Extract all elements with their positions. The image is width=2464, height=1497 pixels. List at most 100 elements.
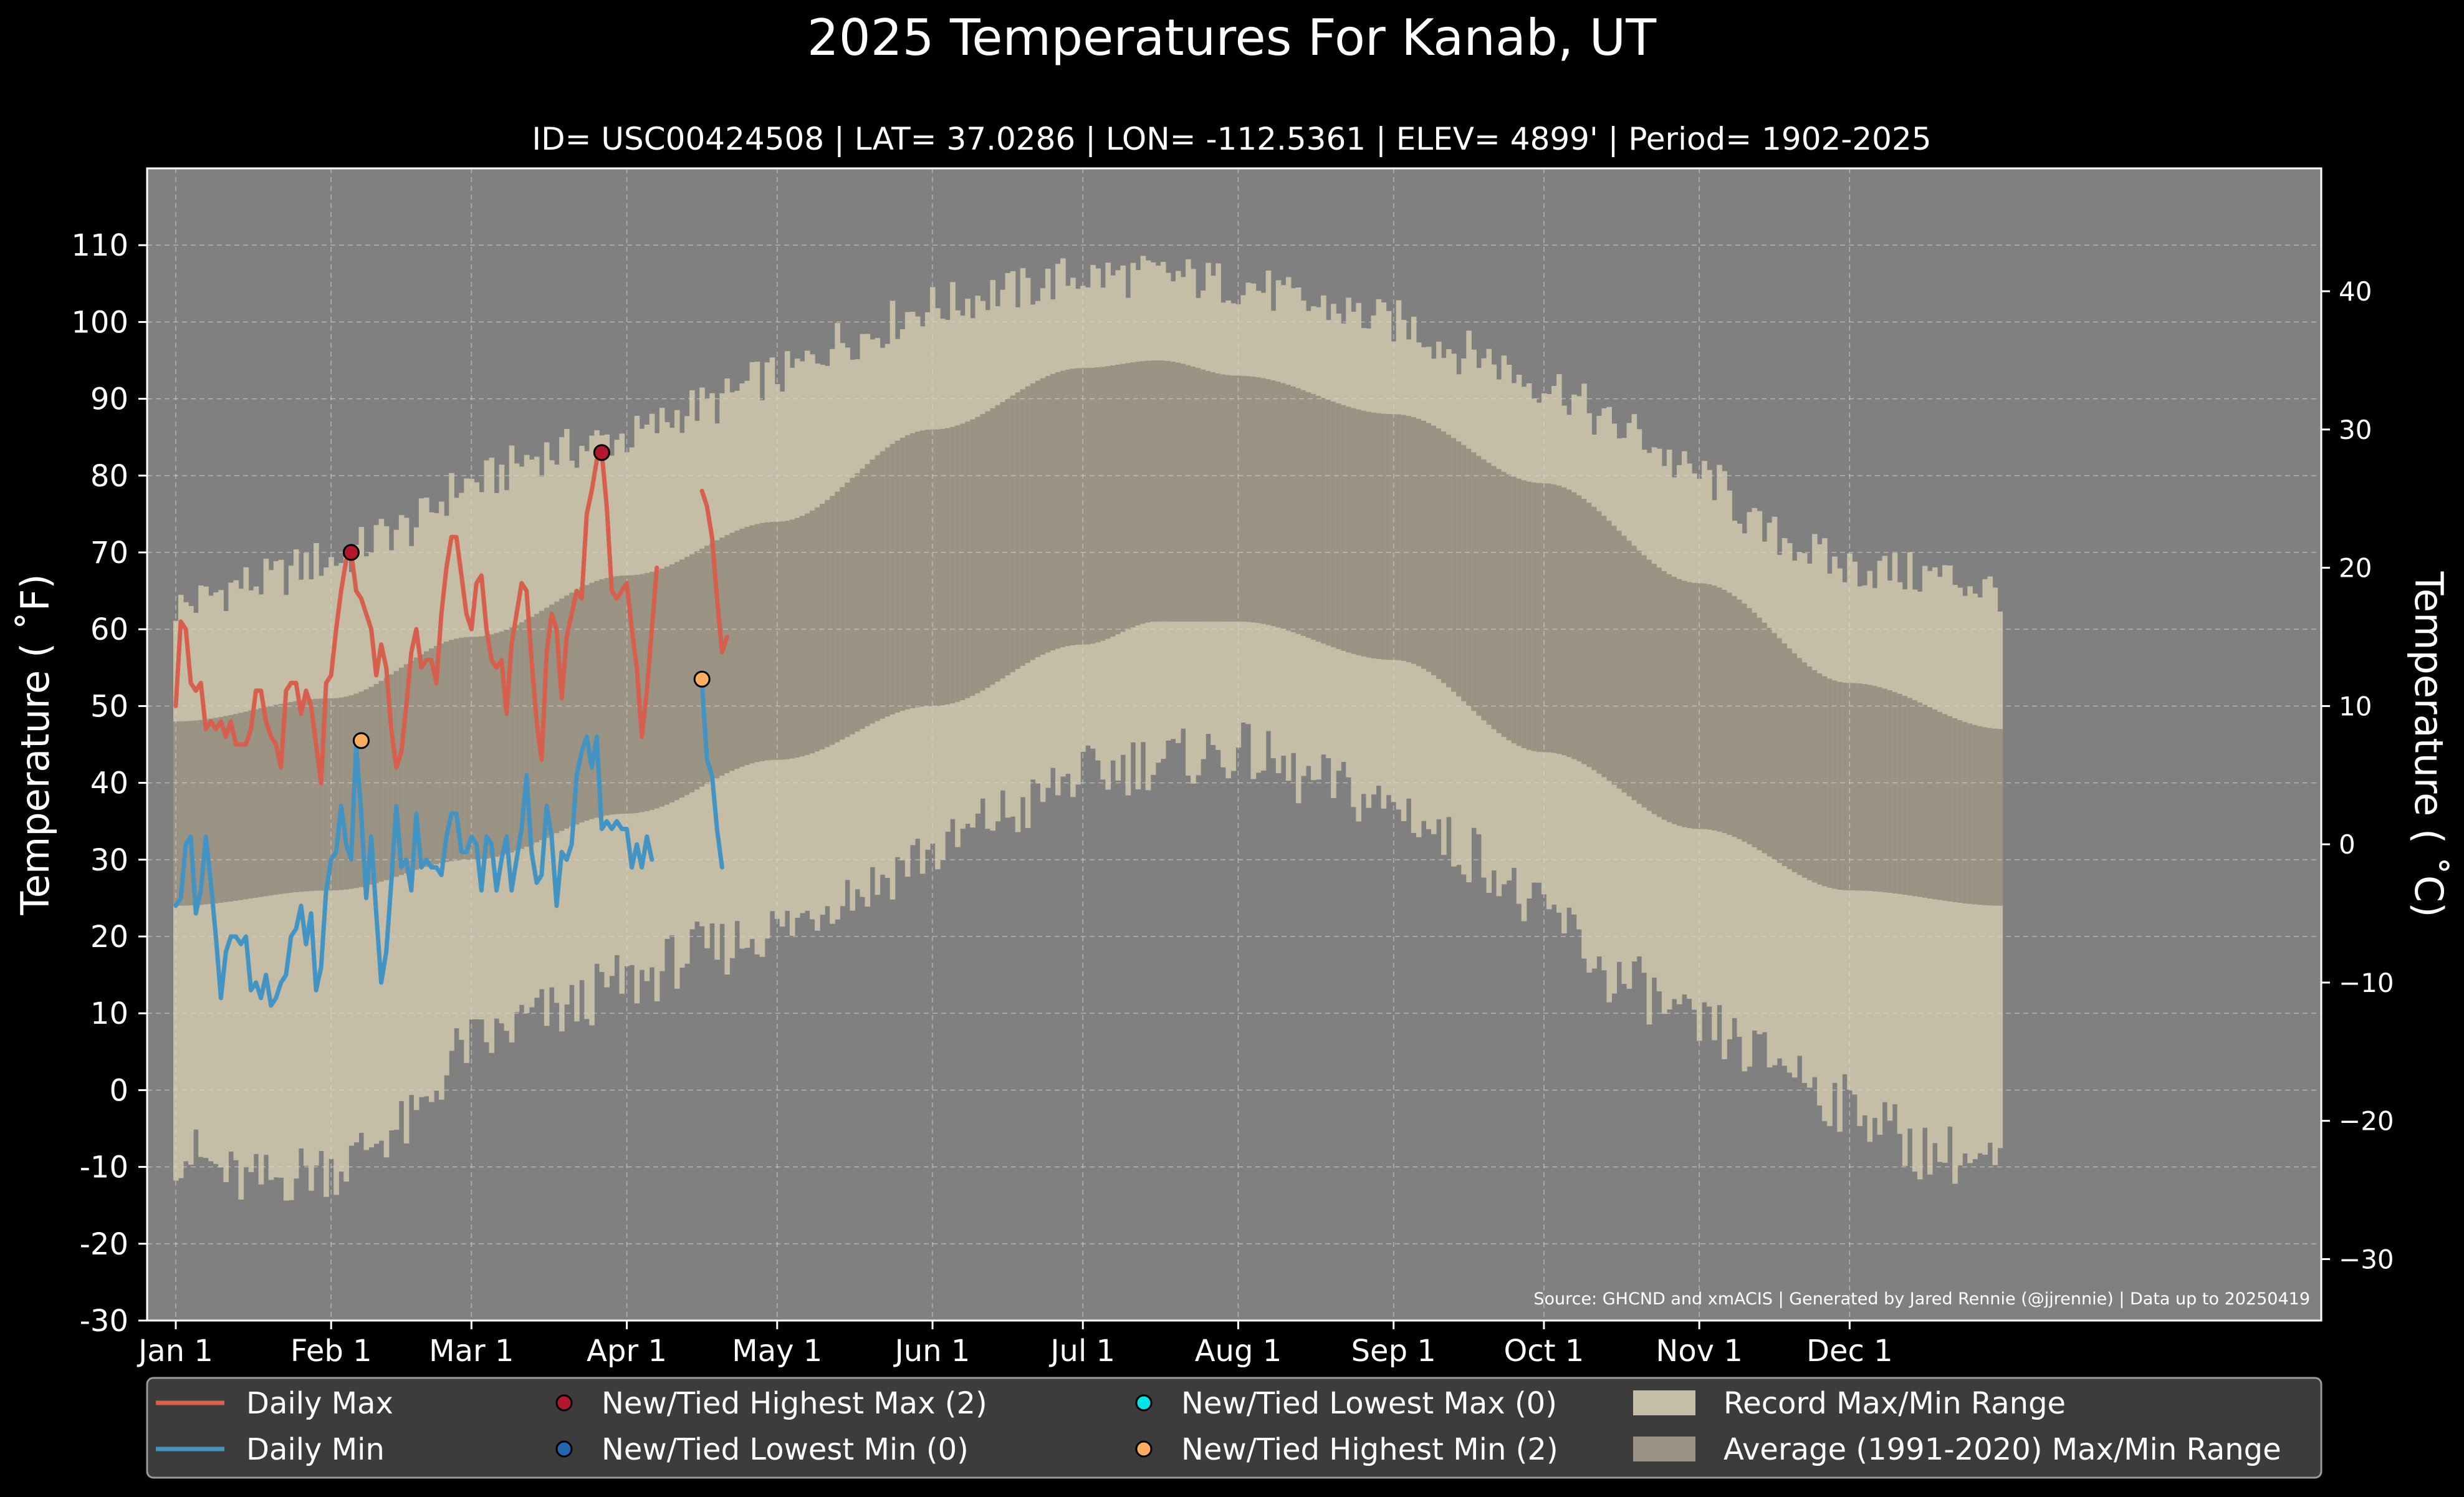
normal-range-bar	[1796, 658, 1803, 875]
normal-range-bar	[243, 711, 249, 900]
normal-range-bar	[669, 564, 675, 803]
normal-range-bar	[559, 598, 565, 831]
normal-range-bar	[1942, 714, 1948, 901]
normal-range-bar	[709, 542, 715, 781]
legend-label: New/Tied Highest Min (2)	[1181, 1432, 1558, 1467]
legend-dot-swatch	[1135, 1440, 1153, 1458]
normal-range-bar	[1245, 376, 1252, 622]
normal-range-bar	[1847, 683, 1853, 890]
normal-range-bar	[935, 429, 941, 706]
normal-range-bar	[1090, 367, 1096, 644]
normal-range-bar	[348, 695, 354, 889]
normal-range-bar	[1626, 541, 1632, 797]
normal-range-bar	[1536, 483, 1542, 752]
normal-range-bar	[689, 554, 695, 792]
normal-range-bar	[914, 431, 921, 708]
normal-range-bar	[865, 464, 871, 726]
normal-range-bar	[1722, 590, 1727, 834]
normal-range-bar	[1401, 415, 1407, 662]
normal-range-bar	[299, 700, 304, 892]
normal-range-bar	[1100, 367, 1106, 641]
normal-range-bar	[263, 706, 269, 897]
normal-range-bar	[1496, 469, 1502, 733]
normal-range-bar	[1240, 375, 1247, 622]
normal-range-bar	[1677, 579, 1682, 826]
normal-range-bar	[835, 491, 840, 743]
normal-range-bar	[1526, 481, 1532, 750]
normal-range-bar	[609, 577, 615, 815]
normal-range-bar	[764, 522, 770, 761]
normal-range-bar	[304, 700, 309, 892]
normal-range-bar	[1712, 585, 1717, 830]
normal-range-bar	[1802, 662, 1808, 878]
normal-range-bar	[188, 721, 194, 906]
normal-range-bar	[479, 636, 484, 859]
normal-range-bar	[1521, 480, 1527, 748]
plot-area	[146, 167, 2323, 1322]
normal-range-bar	[1757, 617, 1763, 850]
normal-range-bar	[1210, 372, 1216, 622]
normal-range-bar	[1160, 360, 1166, 622]
normal-range-bar	[714, 540, 720, 779]
normal-range-bar	[940, 428, 946, 706]
normal-range-bar	[408, 660, 415, 872]
normal-range-bar	[1476, 456, 1482, 716]
normal-range-bar	[1010, 395, 1016, 672]
normal-range-bar	[1486, 463, 1492, 725]
normal-range-bar	[919, 430, 926, 707]
normal-range-bar	[889, 443, 896, 715]
normal-range-bar	[1972, 724, 1978, 905]
normal-range-bar	[1025, 386, 1031, 663]
normal-range-bar	[909, 433, 916, 708]
normal-range-bar	[444, 642, 449, 862]
normal-range-bar	[1466, 448, 1472, 706]
normal-range-bar	[1461, 445, 1467, 701]
normal-range-bar	[1591, 506, 1597, 771]
normal-range-bar	[875, 455, 881, 721]
normal-range-bar	[1491, 466, 1497, 729]
normal-range-bar	[1732, 595, 1737, 837]
normal-range-bar	[1255, 377, 1262, 623]
normal-range-bar	[1957, 720, 1963, 903]
normal-range-bar	[1055, 372, 1061, 649]
y-tick-label: 70	[90, 536, 128, 570]
normal-range-bar	[1000, 402, 1006, 679]
normal-range-bar	[1501, 471, 1507, 737]
normal-range-bar	[820, 504, 825, 749]
normal-range-bar	[1145, 360, 1151, 623]
normal-range-bar	[1285, 385, 1292, 631]
normal-range-bar	[1225, 375, 1231, 622]
normal-range-bar	[1511, 476, 1517, 744]
normal-range-bar	[769, 522, 775, 760]
normal-range-bar	[965, 421, 971, 698]
normal-range-bar	[1075, 368, 1081, 645]
normal-range-bar	[729, 532, 735, 771]
normal-range-bar	[1671, 577, 1677, 824]
legend-label: New/Tied Highest Max (2)	[602, 1386, 987, 1421]
normal-range-bar	[1687, 582, 1692, 829]
normal-range-bar	[950, 426, 956, 704]
normal-range-bar	[278, 703, 284, 894]
y2-tick-label: 20	[2339, 553, 2372, 584]
normal-range-bar	[589, 582, 595, 819]
y-tick-label: 60	[90, 612, 128, 647]
normal-range-bar	[754, 524, 760, 763]
normal-range-bar	[654, 570, 660, 809]
normal-range-bar	[324, 698, 329, 891]
y-tick-label: 110	[71, 228, 128, 263]
normal-range-bar	[434, 646, 439, 865]
y-tick-label: 50	[90, 689, 128, 724]
normal-range-bar	[1862, 684, 1868, 891]
normal-range-bar	[1165, 360, 1171, 622]
normal-range-bar	[719, 537, 725, 776]
normal-range-bar	[1331, 402, 1336, 648]
normal-range-bar	[1280, 383, 1287, 629]
normal-range-bar	[1742, 604, 1748, 842]
normal-range-bar	[1656, 567, 1662, 817]
normal-range-bar	[1697, 583, 1702, 829]
normal-range-bar	[1902, 696, 1908, 895]
normal-range-bar	[1230, 375, 1236, 622]
normal-range-bar	[1992, 728, 1998, 906]
normal-range-bar	[1611, 526, 1618, 785]
normal-range-bar	[794, 517, 800, 758]
